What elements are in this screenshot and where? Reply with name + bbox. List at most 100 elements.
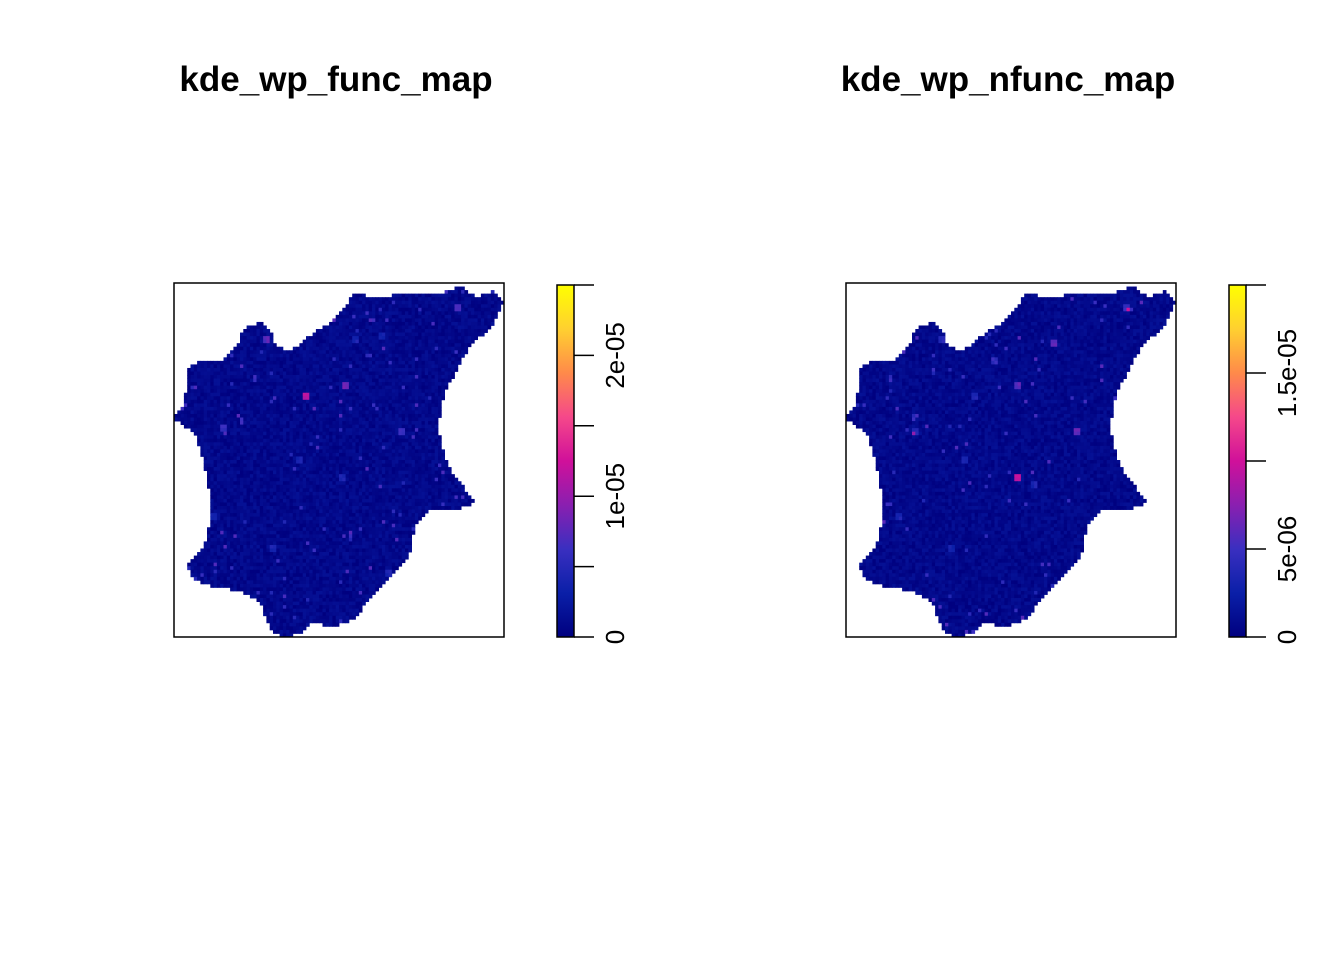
density-cell xyxy=(325,332,330,337)
density-cell xyxy=(216,389,221,394)
density-cell xyxy=(395,424,399,429)
density-cell xyxy=(352,417,356,422)
density-cell xyxy=(289,467,294,472)
density-cell xyxy=(246,399,251,404)
density-cell xyxy=(381,371,386,376)
density-cell xyxy=(438,375,442,379)
density-cell xyxy=(362,339,366,344)
density-cell xyxy=(236,421,241,425)
density-cell xyxy=(306,435,310,440)
density-cell xyxy=(408,396,412,401)
density-cell xyxy=(342,346,346,351)
density-cell xyxy=(451,318,455,323)
density-cell xyxy=(355,396,360,401)
density-cell xyxy=(282,396,287,401)
density-cell xyxy=(213,421,218,425)
density-cell xyxy=(408,304,412,309)
density-cell xyxy=(312,520,317,525)
density-cell xyxy=(276,502,280,507)
density-cell xyxy=(352,314,356,319)
density-cell xyxy=(259,534,264,539)
density-cell xyxy=(236,449,241,454)
density-cell xyxy=(210,389,214,394)
density-cell xyxy=(190,389,195,394)
density-cell xyxy=(279,541,284,546)
density-cell xyxy=(362,435,366,440)
density-cell xyxy=(414,304,419,309)
density-cell xyxy=(428,382,432,387)
density-cell xyxy=(451,484,455,489)
density-cell xyxy=(348,537,353,542)
density-cell xyxy=(421,502,426,507)
density-cell xyxy=(312,364,317,369)
density-cell xyxy=(292,498,297,503)
density-cell xyxy=(467,336,472,341)
density-cell xyxy=(210,371,214,376)
density-cell xyxy=(381,417,386,422)
density-cell xyxy=(352,336,356,341)
density-cell xyxy=(391,304,396,309)
density-cell xyxy=(332,530,337,535)
density-cell xyxy=(312,488,317,493)
density-cell xyxy=(203,460,208,464)
density-cell xyxy=(395,442,399,447)
density-cell xyxy=(329,329,333,333)
density-cell xyxy=(375,456,379,461)
density-cell xyxy=(207,544,211,549)
density-cell xyxy=(296,385,300,390)
density-cell xyxy=(484,318,488,323)
density-cell xyxy=(276,357,280,362)
density-cell xyxy=(368,495,373,500)
density-cell xyxy=(401,456,406,461)
density-cell xyxy=(391,456,396,461)
density-cell xyxy=(411,329,416,333)
density-cell xyxy=(210,382,214,387)
density-cell xyxy=(395,321,399,326)
density-cell xyxy=(315,421,320,425)
density-cell xyxy=(223,399,228,404)
density-cell xyxy=(424,357,429,362)
density-cell xyxy=(461,343,465,348)
density-cell xyxy=(348,389,353,394)
density-cell xyxy=(207,410,211,415)
density-cell xyxy=(348,371,353,376)
density-cell xyxy=(378,537,383,542)
density-cell xyxy=(441,314,445,319)
density-cell xyxy=(240,357,244,362)
density-cell xyxy=(286,488,290,493)
density-cell xyxy=(309,389,313,394)
density-cell xyxy=(441,460,445,464)
density-cell xyxy=(292,544,297,549)
density-cell xyxy=(256,413,261,418)
density-cell xyxy=(408,456,412,461)
density-cell xyxy=(230,442,234,447)
density-cell xyxy=(187,375,191,379)
density-cell xyxy=(269,474,274,479)
density-cell xyxy=(398,502,403,507)
density-cell xyxy=(226,406,231,411)
density-cell xyxy=(259,406,264,411)
density-cell xyxy=(249,435,254,440)
density-cell xyxy=(408,435,412,440)
density-cell xyxy=(243,336,247,341)
density-cell xyxy=(302,516,307,521)
density-cell xyxy=(276,452,280,457)
density-cell xyxy=(266,392,271,397)
density-cell xyxy=(329,474,333,479)
density-cell xyxy=(388,413,393,418)
density-cell xyxy=(355,339,360,344)
density-cell xyxy=(461,502,465,507)
density-cell xyxy=(315,431,320,436)
density-cell xyxy=(372,509,376,514)
density-cell xyxy=(312,375,317,379)
density-cell xyxy=(385,399,389,404)
density-cell xyxy=(243,527,247,532)
density-cell xyxy=(220,495,224,500)
density-cell xyxy=(381,452,386,457)
density-cell xyxy=(348,460,353,464)
density-cell xyxy=(335,406,340,411)
density-cell xyxy=(365,318,370,323)
density-cell xyxy=(352,399,356,404)
density-cell xyxy=(378,467,383,472)
density-cell xyxy=(216,498,221,503)
